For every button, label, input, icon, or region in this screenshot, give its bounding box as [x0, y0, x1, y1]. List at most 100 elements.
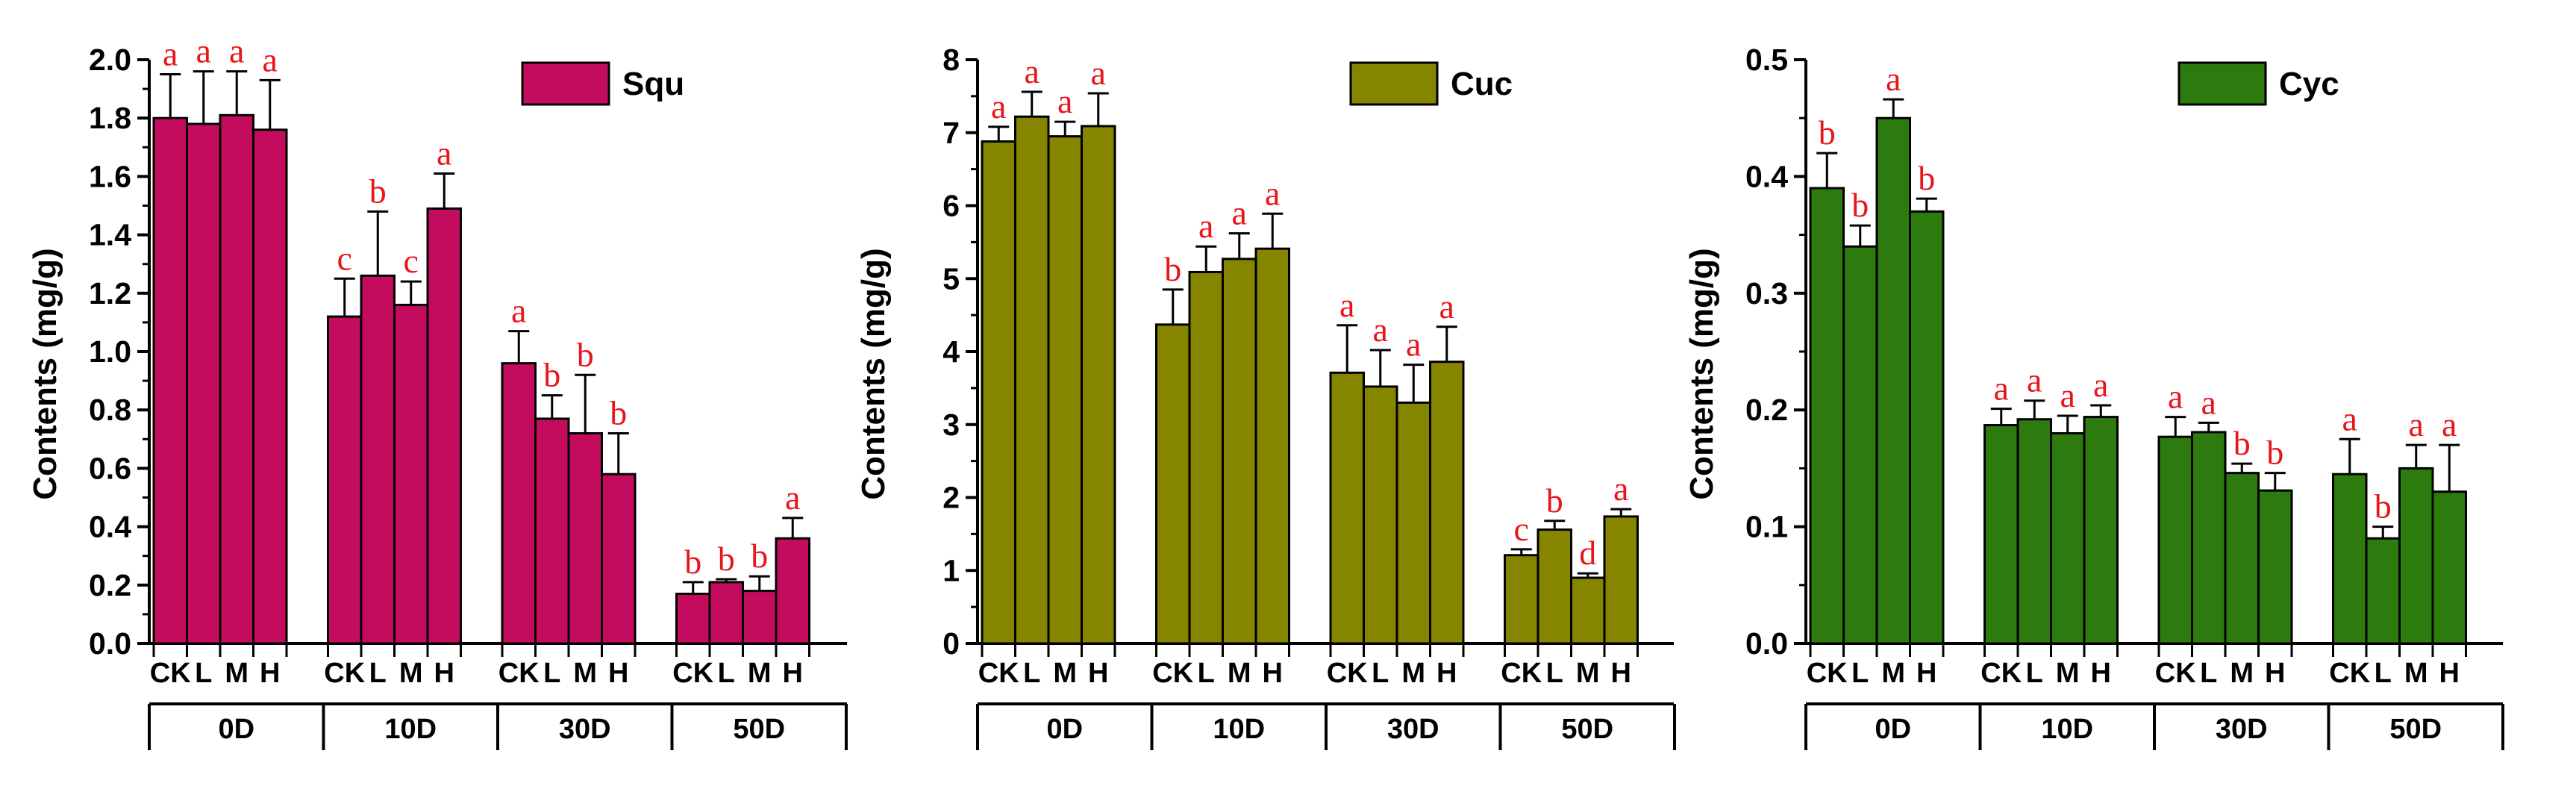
group-label: 30D: [1387, 714, 1439, 745]
significance-label: a: [1994, 369, 2009, 408]
bar: [360, 274, 396, 645]
significance-label: b: [2266, 434, 2283, 472]
significance-label: a: [1613, 470, 1628, 508]
significance-label: a: [1265, 174, 1280, 212]
significance-label: a: [2201, 383, 2216, 421]
bar: [742, 590, 778, 645]
significance-label: b: [684, 543, 701, 581]
significance-label: a: [1406, 325, 1421, 364]
category-label: M: [399, 658, 423, 689]
bar: [2157, 435, 2193, 645]
y-tick-label: 4: [942, 334, 960, 369]
category-label: H: [2439, 658, 2460, 689]
category-label: L: [2375, 658, 2392, 689]
category-label: CK: [498, 658, 540, 689]
significance-label: d: [1579, 534, 1596, 572]
significance-label: a: [1025, 52, 1040, 90]
category-label: L: [1851, 658, 1869, 689]
significance-label: a: [1439, 287, 1454, 325]
bar: [1909, 210, 1945, 645]
bar: [675, 593, 711, 645]
group-label: 10D: [1213, 714, 1265, 745]
bar: [393, 303, 429, 645]
significance-label: a: [1339, 286, 1354, 324]
chart-panel-cyc: 0.0 0.1 0.2 0.3 0.4 0.5 Contents (mg/g) 0D b CK b L…: [1684, 43, 2504, 750]
category-label: CK: [2329, 658, 2370, 689]
group-label: 0D: [1875, 714, 1911, 745]
bar: [327, 315, 363, 645]
category-label: L: [195, 658, 212, 689]
category-label: L: [718, 658, 735, 689]
significance-label: a: [785, 478, 800, 517]
significance-label: b: [1819, 113, 1836, 152]
category-label: CK: [1152, 658, 1193, 689]
category-label: M: [1053, 658, 1077, 689]
significance-label: a: [511, 292, 526, 330]
bar: [501, 362, 537, 645]
category-label: H: [1611, 658, 1631, 689]
bar: [252, 128, 288, 645]
group-label: 50D: [733, 714, 785, 745]
significance-label: a: [2168, 378, 2183, 416]
bar: [1155, 323, 1191, 645]
y-tick-label: 0.2: [89, 568, 131, 602]
category-label: M: [1401, 658, 1425, 689]
category-label: M: [225, 658, 248, 689]
category-label: H: [434, 658, 454, 689]
legend-label: Cyc: [2279, 66, 2339, 102]
bar: [1983, 424, 2019, 645]
category-label: H: [1088, 658, 1108, 689]
bar: [2332, 473, 2368, 645]
y-tick-label: 7: [942, 116, 960, 150]
category-label: CK: [150, 658, 191, 689]
bar: [1188, 270, 1224, 645]
significance-label: b: [610, 393, 627, 431]
bar: [1014, 115, 1050, 645]
category-label: M: [2056, 658, 2080, 689]
significance-label: a: [2093, 366, 2108, 404]
bar: [775, 537, 810, 645]
bar: [1536, 528, 1572, 645]
group-label: 50D: [1561, 714, 1613, 745]
y-tick-label: 0.1: [1745, 510, 1788, 544]
significance-label: b: [1918, 159, 1935, 197]
y-tick-label: 1: [942, 553, 960, 587]
category-label: L: [369, 658, 387, 689]
y-tick-label: 2: [942, 481, 960, 515]
significance-label: b: [2233, 424, 2251, 462]
significance-label: b: [1851, 186, 1869, 224]
significance-label: a: [2442, 405, 2457, 443]
y-tick-label: 0.2: [1745, 393, 1788, 427]
y-tick-label: 0.6: [89, 451, 131, 485]
significance-label: a: [437, 134, 451, 172]
legend-label: Squ: [622, 66, 684, 102]
significance-label: b: [751, 537, 768, 575]
category-label: M: [573, 658, 597, 689]
legend-label: Cuc: [1451, 66, 1513, 102]
y-tick-label: 1.2: [89, 276, 131, 311]
legend-swatch: [2178, 61, 2267, 106]
category-label: CK: [324, 658, 365, 689]
bar: [1570, 576, 1606, 645]
bar: [1047, 135, 1083, 645]
y-tick-label: 0.4: [89, 510, 131, 544]
category-label: L: [543, 658, 560, 689]
category-label: M: [1228, 658, 1251, 689]
significance-label: a: [1373, 311, 1388, 349]
y-tick-label: 0.0: [1745, 626, 1788, 661]
bar: [1603, 515, 1639, 645]
category-label: CK: [2155, 658, 2196, 689]
bar: [1809, 187, 1845, 645]
category-label: L: [1546, 658, 1563, 689]
significance-label: b: [1546, 481, 1563, 520]
y-tick-label: 0.4: [1745, 159, 1788, 193]
y-tick-label: 0: [942, 626, 960, 661]
bar: [2257, 489, 2293, 645]
group-label: 0D: [218, 714, 254, 745]
bar: [1081, 125, 1116, 645]
bar: [1395, 401, 1431, 645]
significance-label: b: [1164, 250, 1181, 288]
category-label: H: [1437, 658, 1457, 689]
category-label: L: [1372, 658, 1389, 689]
